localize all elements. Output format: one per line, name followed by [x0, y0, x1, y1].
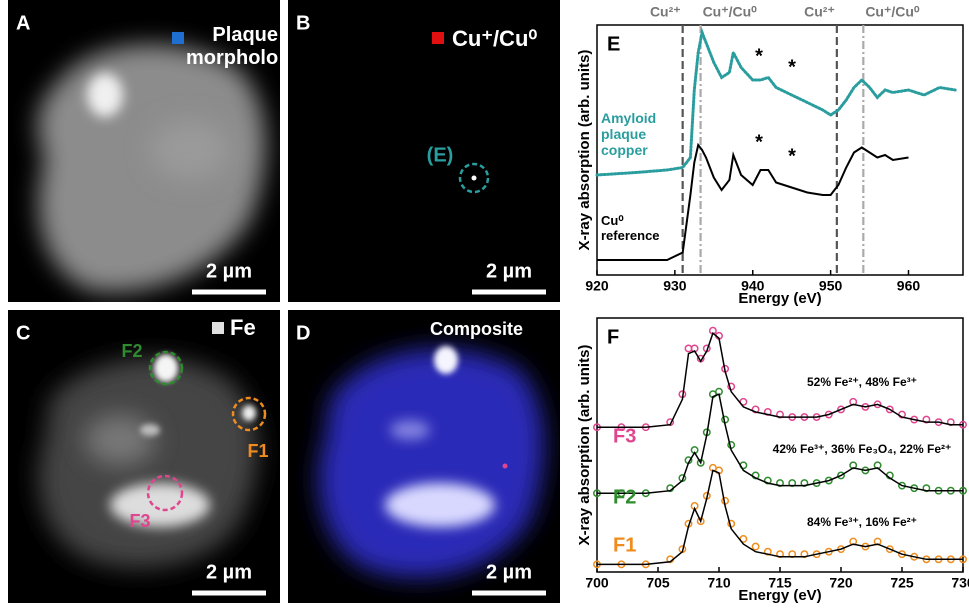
panel-label: Cu⁺/Cu⁰	[452, 26, 537, 51]
y-axis-label: X-ray absorption (arb. units)	[576, 345, 593, 546]
composite-image	[318, 346, 544, 578]
legend-swatch	[432, 32, 444, 44]
x-tick-label: 940	[741, 278, 765, 294]
region-circle	[146, 474, 184, 512]
scale-bar-label: 2 µm	[206, 561, 252, 583]
panel-letter: A	[16, 12, 30, 34]
data-point	[751, 542, 760, 551]
x-tick-label: 700	[585, 575, 609, 591]
x-tick-label: 950	[819, 278, 843, 294]
region-label: F3	[129, 511, 150, 531]
series-label: F1	[613, 534, 636, 556]
region-circle	[148, 350, 184, 386]
reference-label: Cu²⁺	[804, 4, 835, 20]
scale-bar-label: 2 µm	[486, 561, 532, 583]
panel-label-box: Plaque morphology	[186, 24, 278, 69]
region-label: (E)	[427, 144, 454, 166]
copper-spot	[471, 175, 477, 181]
series-label-box: Amyloid plaque copper	[601, 110, 657, 159]
legend-swatch	[212, 322, 224, 334]
reference-label: Cu⁺/Cu⁰	[703, 4, 758, 20]
plaque-image	[37, 44, 266, 292]
series-label: Cu⁰ reference	[601, 214, 660, 243]
panel-letter: D	[296, 322, 310, 344]
panel-letter: C	[16, 322, 30, 344]
x-tick-label: 705	[646, 575, 670, 591]
annotation: *	[788, 145, 796, 167]
series-label: F2	[613, 486, 636, 508]
region-circle	[458, 162, 490, 194]
fit-line	[597, 393, 963, 495]
region-circle	[231, 396, 267, 432]
series-label-box: Cu⁰ reference	[601, 214, 660, 243]
series-label: F3	[613, 425, 636, 447]
x-tick-label: 725	[890, 575, 914, 591]
panel-letter: E	[607, 33, 620, 55]
annotation: *	[788, 56, 796, 78]
x-tick-label: 715	[768, 575, 792, 591]
series-annotation: 84% Fe³⁺, 16% Fe²⁺	[807, 515, 917, 529]
annotation: *	[755, 131, 763, 153]
scale-bar-label: 2 µm	[486, 260, 532, 282]
plot-frame	[596, 24, 964, 276]
y-axis-label: X-ray absorption (arb. units)	[576, 50, 593, 251]
panel-label: Composite	[430, 319, 523, 339]
data-point	[885, 405, 894, 414]
x-tick-label: 720	[829, 575, 853, 591]
reference-label: Cu²⁺	[650, 4, 681, 20]
series-line	[597, 142, 909, 261]
fit-line	[597, 469, 963, 566]
region-label: F2	[121, 341, 142, 361]
data-point	[837, 471, 845, 480]
x-tick-label: 930	[663, 278, 687, 294]
fit-line	[597, 331, 963, 428]
x-tick-label: 710	[707, 575, 731, 591]
data-point	[885, 545, 894, 554]
annotation: *	[755, 45, 763, 67]
panel-label: Fe	[230, 315, 256, 340]
x-axis-label: Energy (eV)	[738, 587, 821, 603]
series-label: Amyloid plaque copper	[601, 110, 657, 159]
series-line	[596, 30, 956, 176]
legend-swatch	[172, 32, 184, 44]
panel-label: Plaque morphology	[186, 24, 278, 69]
series-annotation: 42% Fe³⁺, 36% Fe₃O₄, 22% Fe²⁺	[773, 442, 952, 456]
x-tick-label: 730	[951, 575, 969, 591]
region-label: F1	[247, 441, 268, 461]
image-panel-b	[288, 0, 560, 302]
iron-image	[38, 354, 258, 568]
data-point	[837, 405, 845, 414]
scale-bar-label: 2 µm	[206, 260, 252, 282]
x-axis-label: Energy (eV)	[738, 290, 821, 307]
panel-letter: B	[296, 12, 310, 34]
series-annotation: 52% Fe²⁺, 48% Fe³⁺	[807, 375, 917, 389]
panel-letter: F	[607, 326, 619, 348]
x-tick-label: 960	[897, 278, 921, 294]
reference-label: Cu⁺/Cu⁰	[865, 4, 920, 20]
data-point	[696, 517, 705, 526]
x-tick-label: 920	[585, 278, 609, 294]
